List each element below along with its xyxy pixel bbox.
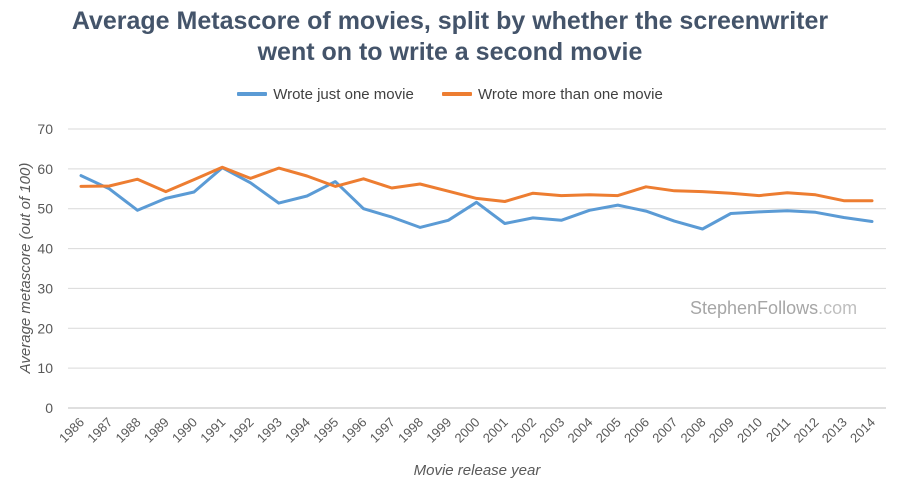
x-tick-label: 1996 bbox=[339, 415, 370, 446]
x-tick-label: 2002 bbox=[508, 415, 539, 446]
x-tick-label: 1994 bbox=[282, 415, 313, 446]
x-tick-label: 1997 bbox=[367, 415, 398, 446]
watermark-main: StephenFollows bbox=[690, 298, 819, 318]
legend-swatch-more-movies bbox=[441, 92, 472, 96]
x-tick-label: 2005 bbox=[593, 415, 624, 446]
series-line-more-movies bbox=[79, 165, 874, 203]
chart-title-line-2: went on to write a second movie bbox=[257, 38, 643, 66]
watermark: StephenFollows.com bbox=[690, 298, 857, 319]
x-tick-label: 2004 bbox=[565, 415, 596, 446]
x-tick-label: 2013 bbox=[819, 415, 850, 446]
series-line-one-movie bbox=[79, 166, 874, 231]
x-tick-label: 1995 bbox=[310, 415, 341, 446]
legend-item-one-movie: Wrote just one movie bbox=[237, 86, 414, 103]
x-tick-label: 1992 bbox=[226, 415, 257, 446]
chart-title-line-1: Average Metascore of movies, split by wh… bbox=[71, 7, 829, 35]
y-tick-label: 60 bbox=[37, 161, 53, 177]
y-tick-label: 70 bbox=[37, 121, 53, 137]
legend-label-one-movie: Wrote just one movie bbox=[273, 85, 414, 103]
x-tick-label: 1986 bbox=[56, 415, 87, 446]
x-tick-label: 1999 bbox=[423, 415, 454, 446]
x-tick-label: 2001 bbox=[480, 415, 511, 446]
x-tick-label: 2006 bbox=[621, 415, 652, 446]
chart-title: Average Metascore of movies, split by wh… bbox=[0, 6, 900, 68]
y-axis-title: Average metascore (out of 100) bbox=[17, 163, 34, 375]
x-tick-label: 2010 bbox=[734, 415, 765, 446]
x-tick-label: 1991 bbox=[197, 415, 228, 446]
x-tick-label: 2008 bbox=[678, 415, 709, 446]
x-tick-label: 1987 bbox=[84, 415, 115, 446]
legend-item-more-movies: Wrote more than one movie bbox=[441, 85, 663, 103]
y-tick-label: 0 bbox=[45, 400, 53, 416]
x-tick-label: 1998 bbox=[395, 415, 426, 446]
y-tick-label: 30 bbox=[37, 280, 53, 296]
x-tick-label: 2000 bbox=[452, 415, 483, 446]
x-tick-label: 2007 bbox=[649, 415, 680, 446]
chart-legend: Wrote just one movie Wrote more than one… bbox=[0, 83, 900, 103]
y-tick-label: 40 bbox=[37, 241, 53, 257]
x-tick-label: 2014 bbox=[847, 415, 878, 446]
x-tick-label: 2012 bbox=[791, 415, 822, 446]
legend-label-more-movies: Wrote more than one movie bbox=[477, 85, 663, 103]
legend-swatch-one-movie bbox=[237, 92, 268, 96]
x-tick-label: 1990 bbox=[169, 415, 200, 446]
y-tick-label: 50 bbox=[37, 201, 53, 217]
y-tick-label: 10 bbox=[37, 360, 53, 376]
x-tick-label: 2003 bbox=[536, 415, 567, 446]
x-tick-label: 2011 bbox=[763, 415, 793, 445]
x-tick-label: 2009 bbox=[706, 415, 737, 446]
watermark-suffix: .com bbox=[818, 298, 858, 318]
x-tick-label: 1988 bbox=[113, 415, 144, 446]
x-axis-title: Movie release year bbox=[414, 462, 542, 479]
x-tick-label: 1989 bbox=[141, 415, 172, 446]
y-tick-label: 20 bbox=[37, 320, 53, 336]
x-tick-label: 1993 bbox=[254, 415, 285, 446]
